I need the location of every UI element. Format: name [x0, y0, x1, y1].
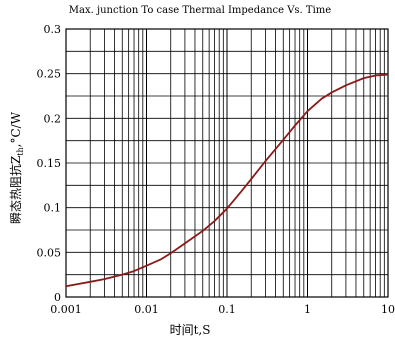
y-tick-label: 0.25	[37, 68, 62, 81]
y-axis-label-unit: ,°C/W	[9, 111, 23, 147]
x-tick-label: 0.1	[218, 303, 236, 316]
series-group	[65, 73, 389, 288]
x-tick-labels: 0.001 0.01 0.1 1 10	[50, 303, 395, 316]
x-tick-label: 0.001	[50, 303, 82, 316]
y-axis-label: 瞬态热阻抗Zth,°C/W	[8, 111, 25, 224]
y-tick-labels: 0 0.05 0.1 0.15 0.2 0.25 0.3	[37, 23, 62, 304]
y-axis-label-sub: th	[16, 147, 25, 155]
x-tick-label: 10	[381, 303, 395, 316]
y-tick-label: 0.15	[37, 157, 62, 170]
y-axis-label-main: 瞬态热阻抗Z	[8, 156, 23, 224]
y-tick-label: 0	[54, 291, 61, 304]
y-tick-label: 0.05	[37, 246, 62, 259]
y-tick-label: 0.1	[44, 202, 62, 215]
grid	[65, 28, 389, 298]
y-tick-label: 0.2	[44, 112, 62, 125]
x-tick-label: 1	[304, 303, 311, 316]
chart-title: Max. junction To case Thermal Impedance …	[69, 5, 331, 16]
plot-frame	[65, 28, 389, 298]
y-tick-label: 0.3	[44, 23, 62, 36]
x-tick-label: 0.01	[134, 303, 159, 316]
series-line	[65, 73, 389, 288]
x-axis-label: 时间t,S	[170, 323, 211, 337]
